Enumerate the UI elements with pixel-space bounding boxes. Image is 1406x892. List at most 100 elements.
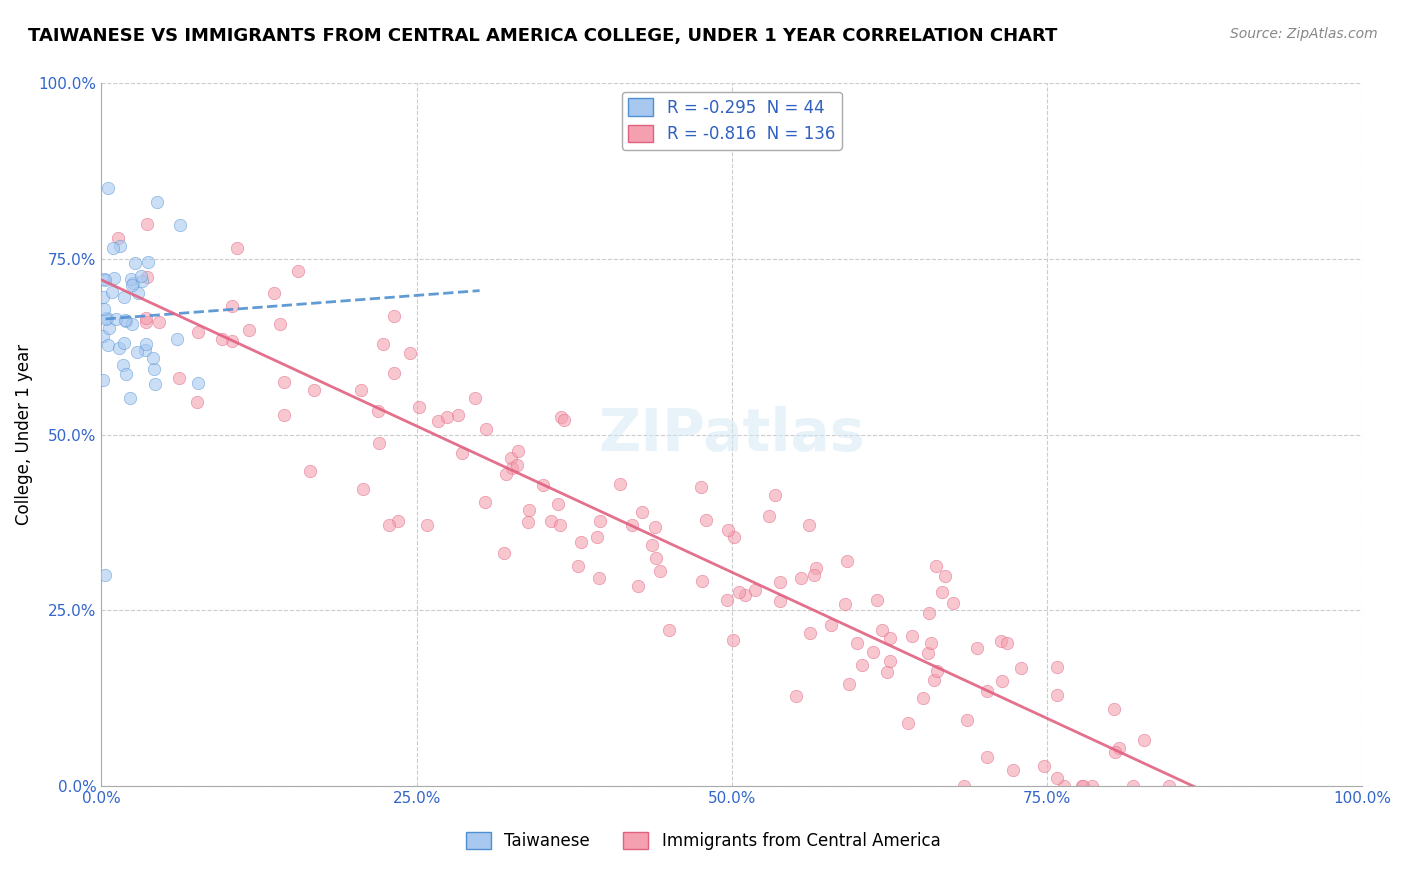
Point [870,623,893,637]
Point [690,574,713,588]
Point [589,514,612,528]
Point [1071,779,1094,793]
Point [567,559,589,574]
Point [550,409,572,424]
Point [862,645,884,659]
Point [517,503,540,517]
Point [758,509,780,524]
Point [879,654,901,668]
Point [211,332,233,346]
Point [1046,688,1069,702]
Point [415,517,437,532]
Point [93,272,115,286]
Y-axis label: College, Under 1 year: College, Under 1 year [15,344,32,525]
Point [120,391,142,405]
Point [501,461,523,475]
Point [716,592,738,607]
Point [135,336,157,351]
Point [917,646,939,660]
Point [548,518,571,533]
Point [101,285,124,299]
Point [124,256,146,270]
Point [129,268,152,283]
Point [586,530,609,544]
Point [925,558,948,573]
Point [91,329,114,343]
Point [723,531,745,545]
Point [112,358,135,372]
Point [876,665,898,680]
Point [508,444,530,458]
Point [142,351,165,365]
Point [382,309,405,323]
Point [114,313,136,327]
Point [97,181,120,195]
Point [495,467,517,482]
Point [115,367,138,381]
Point [803,567,825,582]
Point [920,636,942,650]
Point [942,596,965,610]
Point [997,636,1019,650]
Legend: Taiwanese, Immigrants from Central America: Taiwanese, Immigrants from Central Ameri… [460,825,946,857]
Point [956,714,979,728]
Point [96,311,118,326]
Point [148,315,170,329]
Point [799,626,821,640]
Point [136,270,159,285]
Point [97,338,120,352]
Point [121,317,143,331]
Point [186,395,208,409]
Point [368,436,391,450]
Point [127,285,149,300]
Point [501,450,523,465]
Point [918,606,941,620]
Point [922,673,945,687]
Point [911,690,934,705]
Point [897,716,920,731]
Point [143,361,166,376]
Point [1032,759,1054,773]
Point [169,219,191,233]
Point [797,517,820,532]
Point [953,779,976,793]
Point [98,321,121,335]
Point [120,272,142,286]
Point [630,505,652,519]
Point [121,278,143,293]
Point [531,478,554,492]
Point [302,383,325,397]
Point [269,317,291,331]
Point [790,571,813,585]
Point [135,315,157,329]
Point [990,634,1012,648]
Point [273,408,295,422]
Point [838,677,860,691]
Point [135,217,157,231]
Point [146,194,169,209]
Point [122,277,145,291]
Point [187,326,209,340]
Point [645,551,668,566]
Point [427,413,450,427]
Point [517,516,540,530]
Point [588,571,610,585]
Point [464,391,486,405]
Point [866,592,889,607]
Point [744,583,766,598]
Point [553,412,575,426]
Legend: R = -0.295  N = 44, R = -0.816  N = 136: R = -0.295 N = 44, R = -0.816 N = 136 [621,92,842,150]
Point [91,290,114,304]
Point [226,241,249,255]
Point [387,514,409,528]
Point [820,617,842,632]
Point [96,311,118,326]
Point [103,271,125,285]
Point [845,636,868,650]
Point [447,408,470,422]
Point [690,480,713,494]
Point [1002,763,1025,777]
Point [273,375,295,389]
Point [1081,779,1104,793]
Point [169,371,191,385]
